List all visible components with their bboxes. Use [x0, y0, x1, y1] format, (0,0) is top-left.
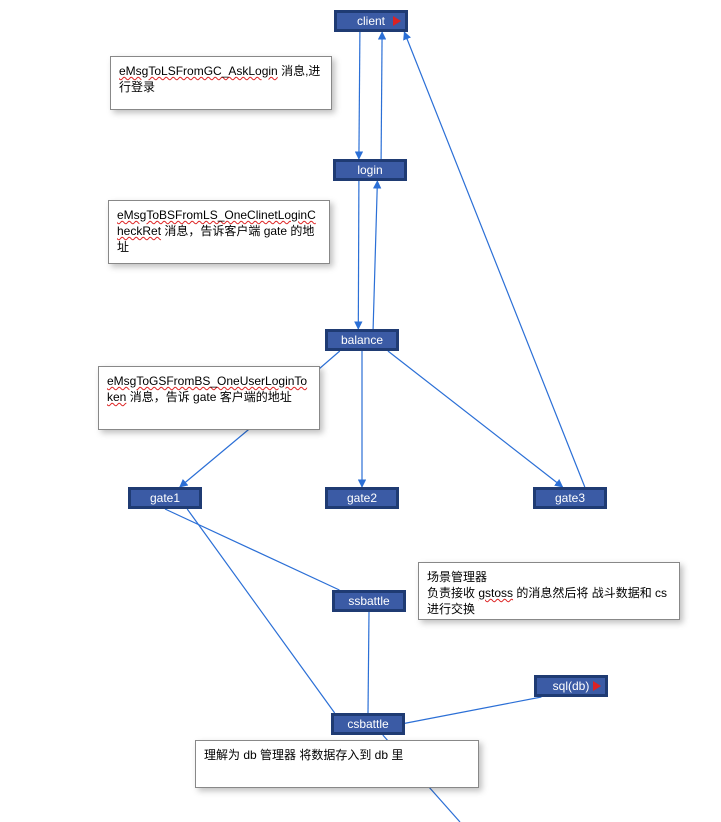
node-login[interactable]: login [333, 159, 407, 181]
edge-3 [373, 181, 377, 329]
edge-0 [359, 32, 360, 159]
node-label: balance [341, 333, 383, 347]
node-label: login [357, 163, 382, 177]
note-text: 负责接收 [427, 586, 478, 600]
expand-marker-icon [393, 16, 401, 26]
node-balance[interactable]: balance [325, 329, 399, 351]
note-n5[interactable]: 理解为 db 管理器 将数据存入到 db 里 [195, 740, 479, 788]
node-ssbattle[interactable]: ssbattle [332, 590, 406, 612]
note-text: 消息，告诉 gate 客户端的地址 [126, 390, 291, 404]
edge-9 [187, 509, 335, 713]
edge-7 [404, 32, 585, 487]
node-label: gate1 [150, 491, 180, 505]
node-gate3[interactable]: gate3 [533, 487, 607, 509]
node-label: ssbattle [348, 594, 389, 608]
edge-11 [401, 697, 541, 724]
node-client[interactable]: client [334, 10, 408, 32]
expand-marker-icon [593, 681, 601, 691]
note-n2[interactable]: eMsgToBSFromLS_OneClinetLoginCheckRet 消息… [108, 200, 330, 264]
edge-8 [165, 509, 339, 590]
note-text: eMsgToLSFromGC_AskLogin [119, 64, 278, 78]
note-n3[interactable]: eMsgToGSFromBS_OneUserLoginToken 消息，告诉 g… [98, 366, 320, 430]
node-gate1[interactable]: gate1 [128, 487, 202, 509]
node-label: csbattle [347, 717, 388, 731]
note-text: 理解为 db 管理器 将数据存入到 db 里 [204, 748, 403, 762]
note-text: gstoss [478, 586, 513, 600]
edge-6 [388, 351, 563, 487]
node-label: sql(db) [553, 679, 590, 693]
note-n1[interactable]: eMsgToLSFromGC_AskLogin 消息,进行登录 [110, 56, 332, 110]
node-label: gate3 [555, 491, 585, 505]
note-n4[interactable]: 场景管理器负责接收 gstoss 的消息然后将 战斗数据和 cs 进行交换 [418, 562, 680, 620]
node-label: client [357, 14, 385, 28]
node-label: gate2 [347, 491, 377, 505]
note-text: 场景管理器 [427, 570, 487, 584]
node-sqldb[interactable]: sql(db) [534, 675, 608, 697]
edge-10 [368, 612, 369, 713]
node-gate2[interactable]: gate2 [325, 487, 399, 509]
node-csbattle[interactable]: csbattle [331, 713, 405, 735]
edge-2 [358, 181, 359, 329]
edge-1 [381, 32, 382, 159]
